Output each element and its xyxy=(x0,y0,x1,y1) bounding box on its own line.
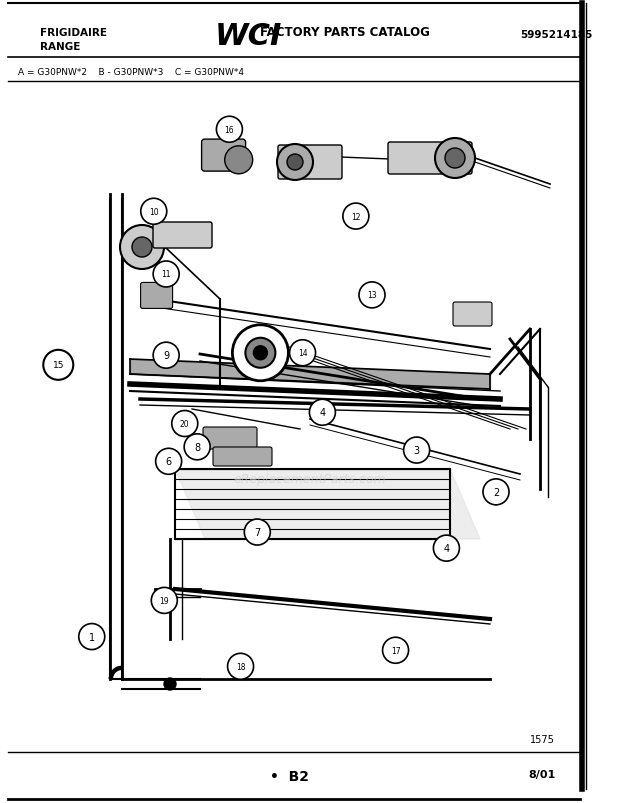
Text: 11: 11 xyxy=(161,270,171,279)
Circle shape xyxy=(343,204,369,230)
Text: FRIGIDAIRE: FRIGIDAIRE xyxy=(40,28,107,38)
Text: 14: 14 xyxy=(298,349,308,358)
Circle shape xyxy=(120,226,164,270)
FancyBboxPatch shape xyxy=(203,427,257,450)
Circle shape xyxy=(216,117,242,143)
Circle shape xyxy=(141,199,167,225)
Circle shape xyxy=(172,411,198,437)
Circle shape xyxy=(224,147,253,174)
Text: 15: 15 xyxy=(53,361,64,370)
Text: 16: 16 xyxy=(224,125,234,135)
FancyBboxPatch shape xyxy=(453,303,492,327)
Circle shape xyxy=(359,283,385,308)
FancyBboxPatch shape xyxy=(388,143,472,175)
Circle shape xyxy=(277,145,313,181)
Text: A = G30PNW*2    B - G30PNW*3    C = G30PNW*4: A = G30PNW*2 B - G30PNW*3 C = G30PNW*4 xyxy=(18,68,244,77)
FancyBboxPatch shape xyxy=(153,222,212,249)
Text: 5995214185: 5995214185 xyxy=(520,30,592,40)
Text: RANGE: RANGE xyxy=(40,42,81,52)
Text: 3: 3 xyxy=(414,446,420,455)
Circle shape xyxy=(445,149,465,169)
FancyBboxPatch shape xyxy=(213,447,272,467)
FancyBboxPatch shape xyxy=(278,146,342,180)
Text: 2: 2 xyxy=(493,487,499,497)
Circle shape xyxy=(404,438,430,463)
Circle shape xyxy=(254,346,267,361)
Text: 20: 20 xyxy=(180,419,190,429)
Circle shape xyxy=(433,536,459,561)
Text: 13: 13 xyxy=(367,291,377,300)
Circle shape xyxy=(153,343,179,369)
Text: •  B2: • B2 xyxy=(270,769,309,783)
Text: 6: 6 xyxy=(166,457,172,467)
Circle shape xyxy=(228,654,254,679)
Text: 9: 9 xyxy=(163,351,169,361)
Circle shape xyxy=(232,325,288,381)
Circle shape xyxy=(164,679,176,690)
Text: 4: 4 xyxy=(443,544,449,553)
Circle shape xyxy=(383,638,409,663)
Circle shape xyxy=(79,624,105,650)
Circle shape xyxy=(153,262,179,287)
Text: 18: 18 xyxy=(236,662,246,671)
Circle shape xyxy=(309,400,335,426)
Text: WCI: WCI xyxy=(215,22,282,51)
Text: 1575: 1575 xyxy=(530,734,555,744)
FancyBboxPatch shape xyxy=(141,283,172,309)
Text: 4: 4 xyxy=(319,408,326,418)
Text: 17: 17 xyxy=(391,646,401,655)
Circle shape xyxy=(246,338,275,369)
Text: FACTORY PARTS CATALOG: FACTORY PARTS CATALOG xyxy=(260,26,430,39)
Text: 8: 8 xyxy=(194,442,200,452)
Circle shape xyxy=(287,155,303,171)
Circle shape xyxy=(156,449,182,475)
Polygon shape xyxy=(175,470,480,540)
FancyBboxPatch shape xyxy=(202,140,246,172)
Circle shape xyxy=(184,434,210,460)
Circle shape xyxy=(43,350,73,381)
Text: eReplacementParts.com: eReplacementParts.com xyxy=(234,473,386,486)
Circle shape xyxy=(483,479,509,505)
Circle shape xyxy=(244,520,270,545)
Circle shape xyxy=(151,588,177,613)
Circle shape xyxy=(290,340,316,366)
Text: 19: 19 xyxy=(159,596,169,605)
Text: 12: 12 xyxy=(351,212,361,222)
Circle shape xyxy=(132,238,152,258)
Circle shape xyxy=(435,139,475,179)
Text: 7: 7 xyxy=(254,528,260,537)
Text: 8/01: 8/01 xyxy=(528,769,556,779)
Text: 1: 1 xyxy=(89,632,95,642)
Text: 10: 10 xyxy=(149,207,159,217)
